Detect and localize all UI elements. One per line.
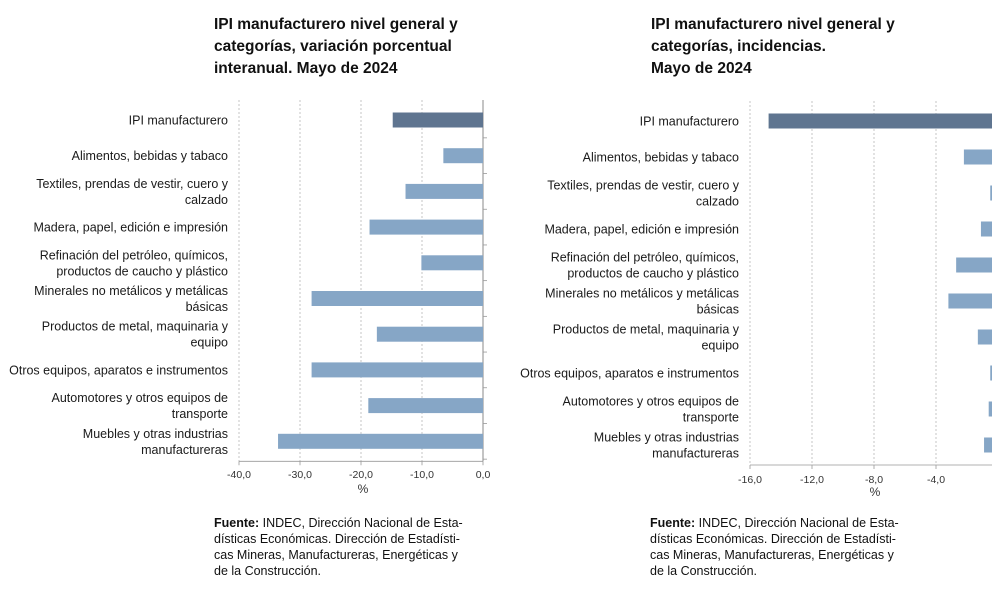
source-label: Fuente: [214,516,260,530]
source-label: Fuente: [650,516,696,530]
x-tick-label-right: -4,0 [927,474,945,486]
source-line: Fuente: INDEC, Dirección Nacional de Est… [650,515,922,531]
bar-right [990,185,992,201]
source-note-right: Fuente: INDEC, Dirección Nacional de Est… [650,515,922,579]
category-label-right: Muebles y otras industrias [594,431,739,445]
category-label-right: Refinación del petróleo, químicos, [551,251,739,265]
x-tick-label-right: -8,0 [865,474,883,486]
bar-right [980,221,992,237]
source-line: cas Mineras, Manufactureras, Energéticas… [650,548,894,562]
bar-left [368,398,483,414]
source-text: INDEC, Dirección Nacional de Esta- [259,516,463,530]
category-label-left: Refinación del petróleo, químicos, [40,248,228,262]
bar-left [278,433,483,449]
source-line: de la Construcción. [214,564,322,578]
source-line: Fuente: INDEC, Dirección Nacional de Est… [214,515,482,531]
category-label-right: Otros equipos, aparatos e instrumentos [520,367,739,381]
bar-right [984,437,992,453]
x-tick-label-left: -30,0 [288,469,312,481]
source-note-left: Fuente: INDEC, Dirección Nacional de Est… [214,515,482,579]
category-label-right: Productos de metal, maquinaria y [553,323,740,337]
bar-right [977,329,992,345]
chart-title-left-line: interanual. Mayo de 2024 [214,60,398,77]
chart-title-right: IPI manufacturero nivel general y catego… [651,14,911,80]
x-tick-label-left: -20,0 [349,469,373,481]
source-line: cas Mineras, Manufactureras, Energéticas… [214,548,458,562]
category-label-right: Minerales no metálicos y metálicas [545,287,739,301]
source-text: INDEC, Dirección Nacional de Esta- [695,516,899,530]
bar-right [963,149,992,165]
category-label-left: Automotores y otros equipos de [52,391,229,405]
bar-right [768,113,992,129]
bar-left [405,183,483,199]
category-label-left: productos de caucho y plástico [56,264,228,278]
source-line: dísticas Económicas. Dirección de Estadí… [214,532,460,546]
category-label-left: manufactureras [141,443,228,457]
category-label-right: Automotores y otros equipos de [563,395,740,409]
category-label-left: IPI manufacturero [129,114,228,128]
category-label-right: IPI manufacturero [640,115,739,129]
x-axis-unit-left: % [358,482,369,496]
bar-right [956,257,992,273]
category-label-right: transporte [683,411,739,425]
bar-left [376,326,483,342]
bar-left [392,112,483,128]
bar-left [369,219,483,235]
bar-left [443,148,483,164]
chart-title-left-line: IPI manufacturero nivel general y [214,16,458,33]
category-label-left: transporte [172,407,228,421]
x-tick-label-left: -10,0 [410,469,434,481]
category-label-right: calzado [696,195,739,209]
chart-title-right-line: IPI manufacturero nivel general y [651,16,895,33]
category-label-right: manufactureras [652,447,739,461]
category-label-left: equipo [190,336,228,350]
category-label-left: básicas [186,300,228,314]
x-tick-label-right: -16,0 [738,474,762,486]
category-label-left: Textiles, prendas de vestir, cuero y [36,177,229,191]
category-label-right: Textiles, prendas de vestir, cuero y [547,179,740,193]
bar-left [421,255,483,271]
category-label-left: Madera, papel, edición e impresión [33,221,228,235]
chart-title-right-line: categorías, incidencias. [651,38,826,55]
bar-right [948,293,992,309]
category-label-left: calzado [185,193,228,207]
category-label-left: Productos de metal, maquinaria y [42,320,229,334]
category-label-right: productos de caucho y plástico [567,267,739,281]
category-label-right: básicas [697,303,739,317]
x-tick-label-left: 0,0 [476,469,491,481]
category-label-right: equipo [701,339,739,353]
category-label-left: Otros equipos, aparatos e instrumentos [9,363,228,377]
x-tick-label-right: -12,0 [800,474,824,486]
category-label-left: Alimentos, bebidas y tabaco [72,149,228,163]
source-line: dísticas Económicas. Dirección de Estadí… [650,532,896,546]
category-label-right: Madera, papel, edición e impresión [544,223,739,237]
bar-left [311,362,483,378]
chart-title-left-line: categorías, variación porcentual [214,38,452,55]
x-axis-unit-right: % [870,485,881,499]
bar-left [311,291,483,306]
x-tick-label-left: -40,0 [227,469,251,481]
category-label-left: Minerales no metálicos y metálicas [34,284,228,298]
chart-title-right-line: Mayo de 2024 [651,60,752,77]
chart-title-left: IPI manufacturero nivel general y catego… [214,14,474,80]
bar-right [988,401,992,417]
source-line: de la Construcción. [650,564,758,578]
bar-right [990,365,992,381]
category-label-left: Muebles y otras industrias [83,427,228,441]
category-label-right: Alimentos, bebidas y tabaco [583,151,739,165]
